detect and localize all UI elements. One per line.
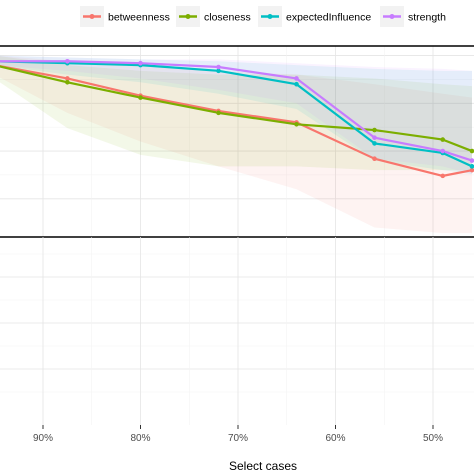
legend-key-point <box>185 14 191 19</box>
point-closeness <box>294 122 299 127</box>
legend-key-point <box>267 14 273 19</box>
x-tick-label: 70% <box>228 433 248 444</box>
point-expectedInfluence <box>216 68 221 74</box>
top-panel-grid <box>0 46 474 237</box>
legend-key-point <box>389 14 395 19</box>
point-betweenness <box>65 76 70 81</box>
legend-label: expectedInfluence <box>286 12 371 24</box>
top-panel <box>0 45 474 238</box>
x-tick-label: 80% <box>130 433 150 444</box>
bottom-panel-grid <box>0 237 474 425</box>
point-betweenness <box>372 156 377 161</box>
point-closeness <box>372 127 377 133</box>
legend-item-strength: strength <box>380 6 446 27</box>
legend-label: closeness <box>204 12 251 24</box>
point-betweenness <box>440 173 446 179</box>
point-closeness <box>216 110 221 116</box>
x-axis: 90% 80% 70% 60% 50% <box>33 425 443 444</box>
series-points <box>65 58 474 179</box>
point-strength <box>294 76 299 81</box>
point-closeness <box>440 137 446 142</box>
bottom-panel <box>0 237 474 425</box>
point-strength <box>138 60 143 66</box>
x-axis-title: Select cases <box>229 459 297 473</box>
line-betweenness <box>0 65 473 177</box>
legend-key-point <box>89 14 95 19</box>
point-expectedInfluence <box>372 141 377 146</box>
x-tick-label: 50% <box>423 433 443 444</box>
legend-label: strength <box>408 12 446 24</box>
x-tick-label: 60% <box>325 433 345 444</box>
band-strength <box>0 55 472 174</box>
point-expectedInfluence <box>469 164 474 169</box>
band-expectedInfluence <box>0 55 472 174</box>
line-closeness <box>0 65 473 153</box>
legend-item-expectedInfluence: expectedInfluence <box>258 6 371 27</box>
point-strength <box>65 58 70 64</box>
point-strength <box>372 135 377 140</box>
band-betweenness <box>0 56 472 234</box>
line-strength <box>0 60 473 162</box>
legend-item-closeness: closeness <box>176 6 251 27</box>
legend-label: betweenness <box>108 12 170 24</box>
point-strength <box>469 158 474 163</box>
line-expectedInfluence <box>0 60 473 168</box>
point-closeness <box>469 148 474 154</box>
point-strength <box>216 64 221 70</box>
point-expectedInfluence <box>294 81 299 87</box>
x-tick-label: 90% <box>33 433 53 444</box>
legend-item-betweenness: betweenness <box>80 6 170 27</box>
point-closeness <box>138 95 143 100</box>
series-lines <box>0 60 473 177</box>
point-closeness <box>65 79 70 85</box>
point-betweenness <box>469 167 474 173</box>
point-strength <box>440 148 446 154</box>
legend: betweenness closeness expectedInfluence str… <box>80 6 446 27</box>
